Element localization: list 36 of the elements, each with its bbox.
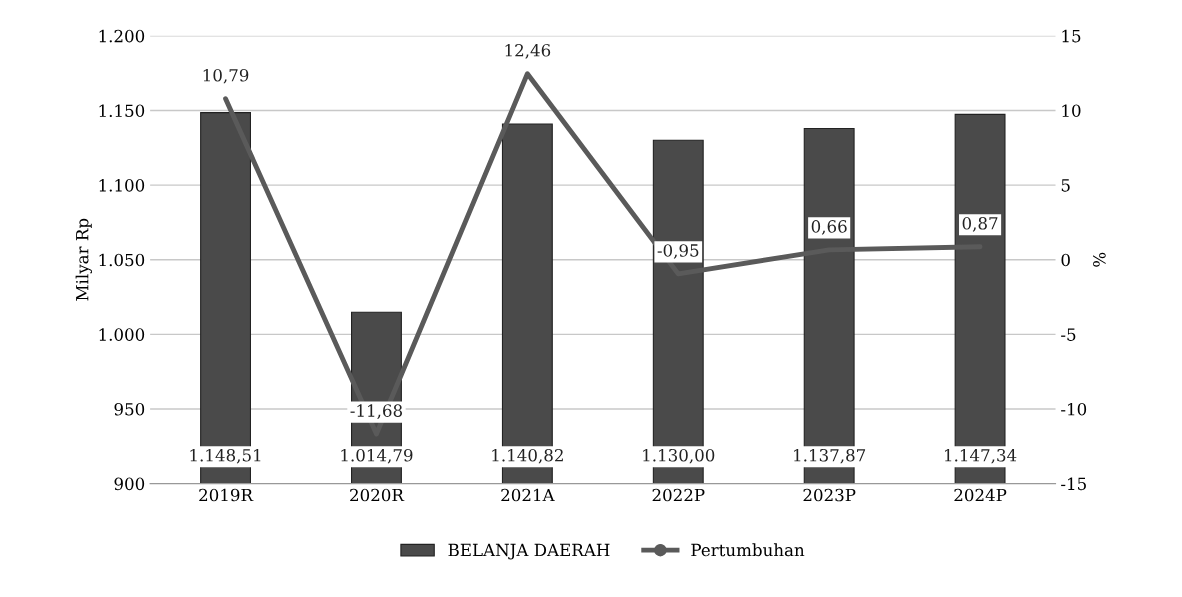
y2-tick-label: 5 bbox=[1061, 179, 1070, 192]
y-axis-title: Milyar Rp bbox=[75, 218, 92, 301]
legend-label: Pertumbuhan bbox=[691, 543, 805, 557]
data-label: 1.137,87 bbox=[794, 448, 866, 464]
y-tick-label: 950 bbox=[114, 402, 145, 416]
x-tick-label: 2024P bbox=[954, 488, 1007, 502]
data-label: 12,46 bbox=[505, 44, 551, 59]
y2-tick-label: 0 bbox=[1061, 253, 1070, 267]
y2-tick-label: -10 bbox=[1061, 402, 1087, 416]
data-label: 1.130,00 bbox=[643, 448, 715, 464]
y-tick-label: 1.050 bbox=[99, 253, 145, 267]
x-tick-label: 2023P bbox=[803, 488, 856, 502]
y2-axis-title: % bbox=[1093, 252, 1106, 267]
data-label: 0,66 bbox=[811, 220, 847, 235]
x-tick-label: 2019R bbox=[199, 488, 254, 502]
x-tick-label: 2022P bbox=[652, 488, 705, 502]
data-label: 1.147,34 bbox=[945, 448, 1017, 464]
y2-tick-label: -5 bbox=[1061, 328, 1076, 341]
y-tick-label: 1.000 bbox=[99, 328, 145, 341]
x-tick-label: 2021A bbox=[501, 488, 555, 502]
data-label: 0,87 bbox=[962, 216, 998, 232]
y-tick-label: 1.150 bbox=[99, 104, 145, 118]
y-tick-label: 900 bbox=[114, 477, 145, 491]
data-label: -11,68 bbox=[350, 404, 403, 419]
data-label: 1.140,82 bbox=[492, 448, 563, 464]
y-tick-label: 1.100 bbox=[99, 179, 145, 192]
data-label: 1.014,79 bbox=[341, 448, 413, 464]
x-tick-label: 2020R bbox=[350, 488, 405, 502]
legend-label: BELANJA DAERAH bbox=[448, 543, 610, 560]
y2-tick-label: 15 bbox=[1062, 29, 1081, 43]
y-tick-label: 1.200 bbox=[99, 29, 145, 43]
data-label: 1.148,51 bbox=[190, 448, 261, 464]
data-label: 10,79 bbox=[203, 68, 249, 84]
y2-tick-label: -15 bbox=[1061, 477, 1086, 491]
data-label: -0,95 bbox=[657, 244, 699, 259]
y2-tick-label: 10 bbox=[1062, 104, 1081, 118]
